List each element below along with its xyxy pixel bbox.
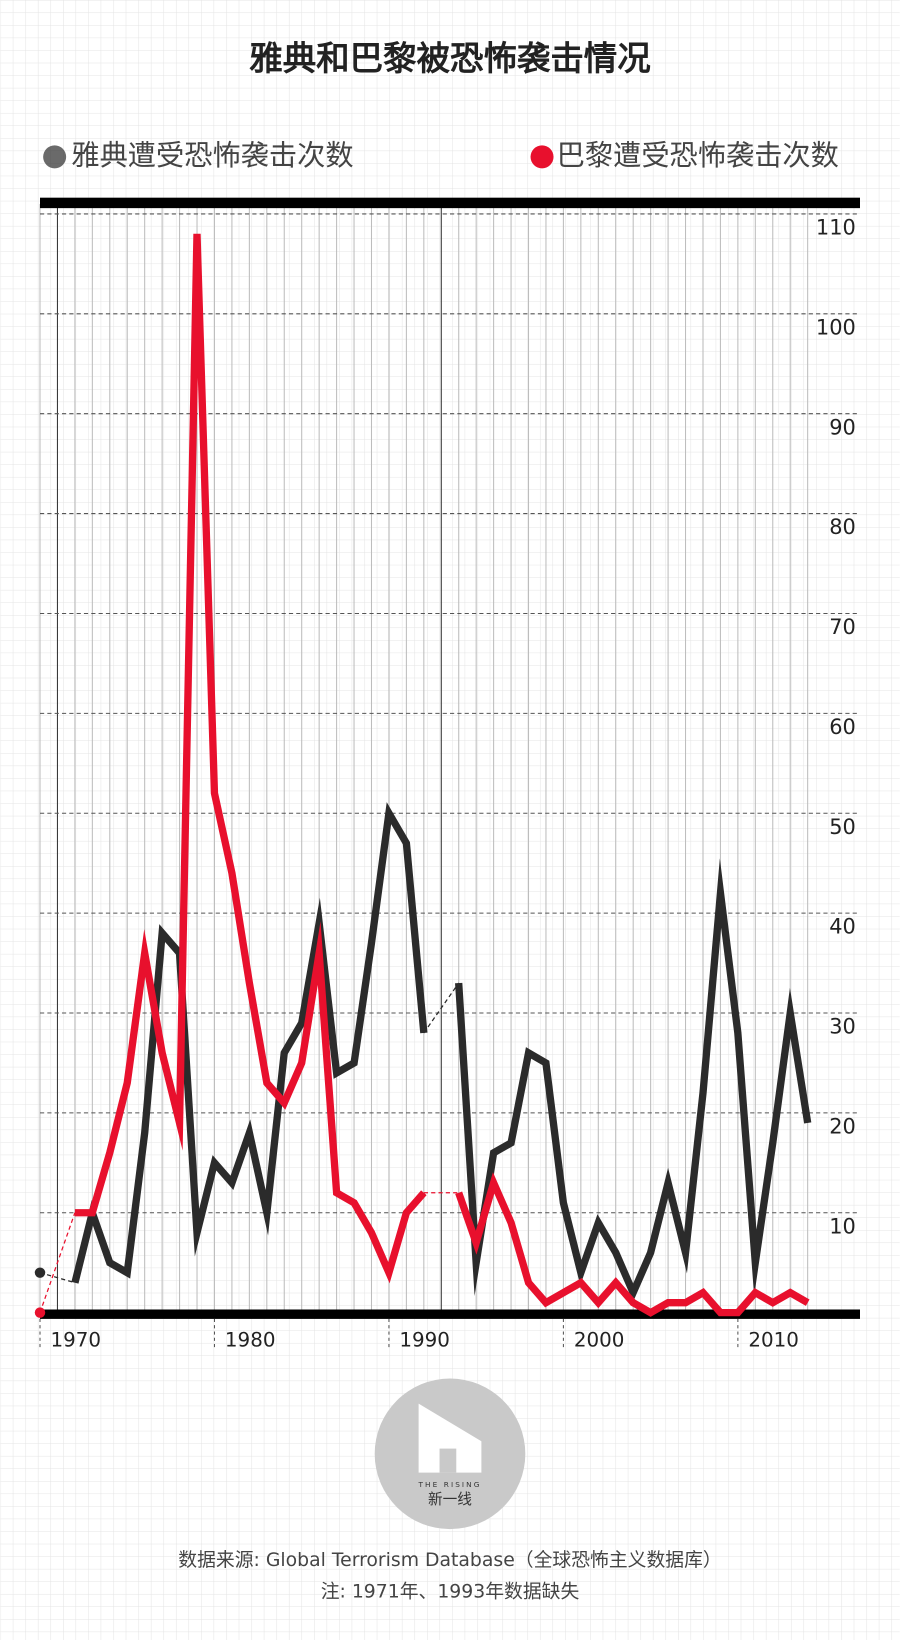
y-tick-label: 100 <box>816 315 856 339</box>
y-tick-label: 20 <box>829 1115 856 1139</box>
y-tick-label: 80 <box>829 515 856 539</box>
source: 数据来源: Global Terrorism Database（全球恐怖主义数据… <box>178 1549 721 1571</box>
line-point <box>34 1307 46 1318</box>
legend-label: 雅典遭受恐怖袭击次数 <box>71 139 353 172</box>
logo-name: 新一线 <box>428 1491 472 1508</box>
line-series <box>71 802 428 1284</box>
y-tick-label: 60 <box>829 715 856 739</box>
y-tick-label: 50 <box>829 815 856 839</box>
x-tick-label: 1970 <box>50 1328 101 1351</box>
y-tick-label: 70 <box>829 615 856 639</box>
line-series <box>74 233 427 1284</box>
legend-item: 巴黎遭受恐怖袭击次数 <box>530 139 839 172</box>
line-point <box>34 1267 46 1278</box>
y-tick-label: 10 <box>829 1214 856 1238</box>
x-tick-label: 2010 <box>748 1328 799 1351</box>
logo-cut <box>439 1448 457 1473</box>
x-tick-label: 1980 <box>225 1328 276 1351</box>
line-series <box>455 1172 810 1317</box>
gap-connector <box>423 982 460 1034</box>
y-tick-label: 30 <box>829 1015 856 1039</box>
logo-shape <box>418 1403 482 1473</box>
top-bar <box>40 197 860 209</box>
x-tick-label: 1990 <box>399 1328 450 1351</box>
line-series <box>455 858 812 1302</box>
note: 注: 1971年、1993年数据缺失 <box>321 1580 580 1602</box>
x-tick-label: 2000 <box>574 1328 625 1351</box>
gap-connector <box>39 1212 76 1313</box>
legend-swatch <box>43 145 67 169</box>
logo-brand: THE RISING <box>417 1480 481 1489</box>
chart-title: 雅典和巴黎被恐怖袭击情况 <box>249 39 650 78</box>
logo: THE RISING 新一线 <box>374 1378 526 1530</box>
legend-label: 巴黎遭受恐怖袭击次数 <box>557 139 839 172</box>
legend-swatch <box>530 145 554 169</box>
y-tick-label: 40 <box>829 915 856 939</box>
y-tick-label: 90 <box>829 415 856 439</box>
y-tick-label: 110 <box>816 216 856 240</box>
axis-bar <box>40 1309 860 1319</box>
legend-item: 雅典遭受恐怖袭击次数 <box>43 139 354 172</box>
gap-connector <box>39 1272 76 1284</box>
